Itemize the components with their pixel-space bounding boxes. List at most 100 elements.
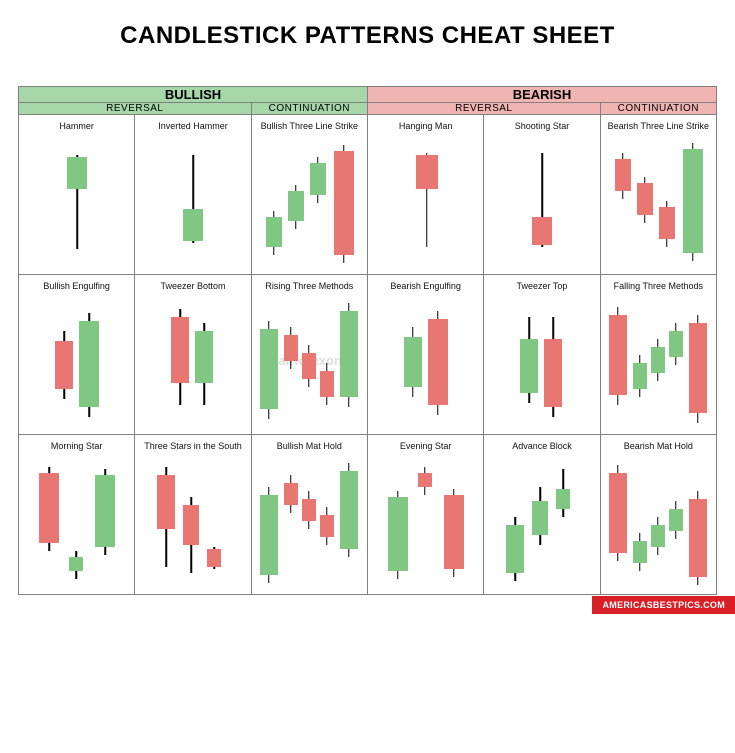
candle-body: [683, 149, 703, 253]
candle: [284, 457, 298, 590]
header-bullish-reversal: REVERSAL: [19, 103, 252, 115]
candle-body: [444, 495, 464, 569]
pattern-label: Advance Block: [484, 435, 599, 453]
sub-label: REVERSAL: [455, 103, 512, 114]
candle: [669, 297, 683, 430]
sub-label: CONTINUATION: [269, 103, 350, 114]
header-bearish-continuation: CONTINUATION: [600, 103, 716, 115]
candle: [79, 297, 99, 430]
candle: [428, 297, 448, 430]
candle: [67, 137, 87, 270]
candle: [633, 297, 647, 430]
candle-body: [506, 525, 524, 573]
candle: [689, 297, 707, 430]
pattern-cell: Bearish Mat Hold: [600, 435, 716, 595]
candle: [633, 457, 647, 590]
candle: [284, 297, 298, 430]
pattern-cell: Tweezer Top: [484, 275, 600, 435]
candle-body: [302, 499, 316, 521]
candle: [444, 457, 464, 590]
candle-body: [669, 331, 683, 357]
pattern-label: Tweezer Bottom: [135, 275, 250, 293]
candlestick-chart: [19, 137, 134, 270]
pattern-label: Hammer: [19, 115, 134, 133]
pattern-grid: BULLISH BEARISH REVERSAL CONTINUATION RE…: [18, 86, 717, 595]
candle-body: [388, 497, 408, 571]
header-bearish: BEARISH: [367, 87, 716, 103]
candle: [302, 297, 316, 430]
candle: [532, 457, 548, 590]
candlestick-chart: [484, 137, 599, 270]
candle-body: [669, 509, 683, 531]
sub-label: CONTINUATION: [618, 103, 699, 114]
candle-body: [207, 549, 221, 567]
candle-body: [266, 217, 282, 247]
candle-body: [288, 191, 304, 221]
pattern-label: Three Stars in the South: [135, 435, 250, 453]
candle: [207, 457, 221, 590]
pattern-label: Bullish Three Line Strike: [252, 115, 367, 133]
candle: [416, 137, 438, 270]
pattern-cell: Tweezer Bottom: [135, 275, 251, 435]
candle: [532, 137, 552, 270]
candle-body: [284, 335, 298, 361]
candle-body: [633, 541, 647, 563]
candle-body: [39, 473, 59, 543]
candle-body: [195, 331, 213, 383]
pattern-cell: Bearish Engulfing: [367, 275, 483, 435]
candle-body: [659, 207, 675, 239]
candle: [637, 137, 653, 270]
candle-body: [651, 347, 665, 373]
candle-body: [171, 317, 189, 383]
candlestick-chart: [252, 457, 367, 590]
candle-body: [310, 163, 326, 195]
candle: [183, 457, 199, 590]
candle-body: [320, 371, 334, 397]
candlestick-chart: [368, 297, 483, 430]
pattern-label: Bearish Mat Hold: [601, 435, 716, 453]
candle-body: [260, 329, 278, 409]
candle-body: [689, 323, 707, 413]
candlestick-chart: [252, 137, 367, 270]
candle-body: [79, 321, 99, 407]
pattern-label: Tweezer Top: [484, 275, 599, 293]
candle: [340, 297, 358, 430]
pattern-cell: Bearish Three Line Strike: [600, 115, 716, 275]
candle-body: [320, 515, 334, 537]
candle: [388, 457, 408, 590]
candle: [183, 137, 203, 270]
candle-body: [532, 217, 552, 245]
pattern-cell: Evening Star: [367, 435, 483, 595]
candle-body: [651, 525, 665, 547]
candlestick-chart: [601, 297, 716, 430]
pattern-cell: Hammer: [19, 115, 135, 275]
candle-body: [95, 475, 115, 547]
candle: [609, 297, 627, 430]
candlestick-chart: [135, 297, 250, 430]
sub-label: REVERSAL: [106, 103, 163, 114]
footer-source-badge: AMERICASBESTPICS.COM: [592, 596, 735, 614]
pattern-cell: Bullish Engulfing: [19, 275, 135, 435]
pattern-label: Rising Three Methods: [252, 275, 367, 293]
candlestick-chart: [19, 457, 134, 590]
candle-body: [260, 495, 278, 575]
pattern-cell: Bullish Three Line Strike: [251, 115, 367, 275]
candle: [195, 297, 213, 430]
candle: [556, 457, 570, 590]
candle-body: [404, 337, 422, 387]
pattern-cell: Advance Block: [484, 435, 600, 595]
candle: [260, 457, 278, 590]
candle: [320, 297, 334, 430]
candle: [659, 137, 675, 270]
candlestick-chart: [368, 457, 483, 590]
candle: [302, 457, 316, 590]
pattern-label: Shooting Star: [484, 115, 599, 133]
candle-body: [556, 489, 570, 509]
candlestick-chart: [484, 457, 599, 590]
candle: [418, 457, 432, 590]
pattern-cell: Inverted Hammer: [135, 115, 251, 275]
header-bullish: BULLISH: [19, 87, 368, 103]
candle-body: [340, 311, 358, 397]
candle: [334, 137, 354, 270]
pattern-label: Hanging Man: [368, 115, 483, 133]
